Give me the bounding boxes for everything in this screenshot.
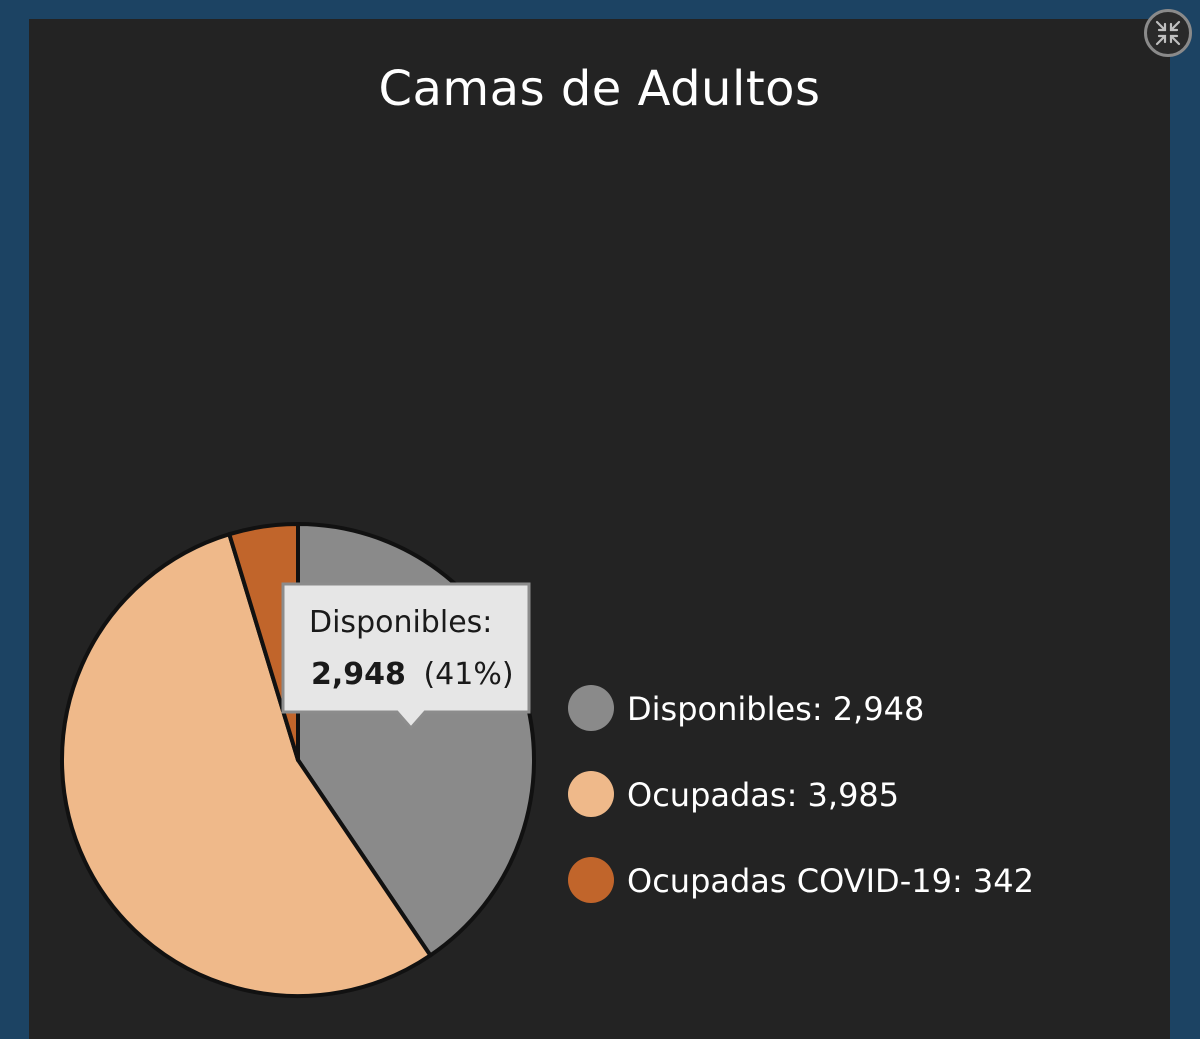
legend-swatch xyxy=(568,685,614,731)
collapse-arrows-icon xyxy=(1155,20,1181,46)
tooltip-value: 2,948 xyxy=(311,657,406,692)
legend-swatch xyxy=(568,771,614,817)
legend-item[interactable]: Disponibles: 2,948 xyxy=(568,685,924,731)
svg-text:2,948 (41%): 2,948 (41%) xyxy=(311,657,514,692)
tooltip: Disponibles: 2,948 (41%) xyxy=(281,582,531,731)
legend-label: Ocupadas COVID-19: 342 xyxy=(627,862,1034,900)
tooltip-box xyxy=(281,582,531,731)
legend: Disponibles: 2,948 Ocupadas: 3,985 Ocupada… xyxy=(568,685,1034,903)
legend-label: Ocupadas: 3,985 xyxy=(627,776,899,814)
legend-item[interactable]: Ocupadas: 3,985 xyxy=(568,771,899,817)
legend-swatch xyxy=(568,857,614,903)
tooltip-percent: (41%) xyxy=(423,657,513,692)
legend-item[interactable]: Ocupadas COVID-19: 342 xyxy=(568,857,1034,903)
tooltip-label: Disponibles: xyxy=(309,605,492,640)
chart-title: Camas de Adultos xyxy=(378,61,821,117)
pie-slice-ocupadas-covid-19[interactable] xyxy=(227,522,300,762)
collapse-button[interactable] xyxy=(1144,9,1192,57)
pie-slice-ocupadas[interactable] xyxy=(60,532,433,998)
legend-label: Disponibles: 2,948 xyxy=(627,690,924,728)
